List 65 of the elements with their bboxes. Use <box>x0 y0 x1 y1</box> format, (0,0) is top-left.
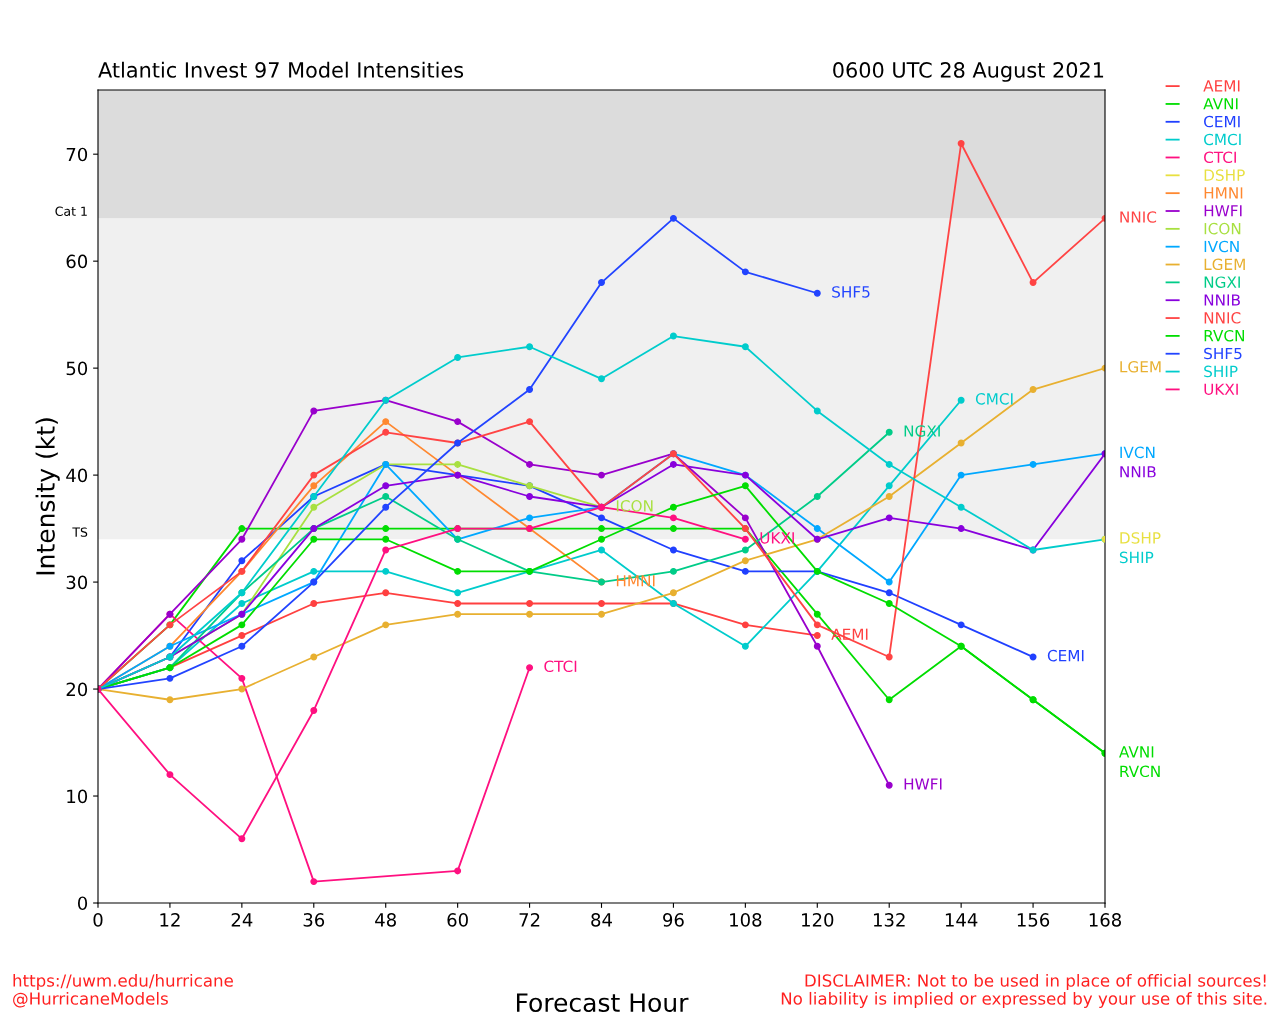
text: IVCN <box>1120 446 1155 459</box>
text: AVNI <box>1119 746 1154 758</box>
legend-label: LGEM <box>1204 258 1245 271</box>
x-axis-title: Forecast Hour <box>516 993 689 1013</box>
text: HWFI <box>904 778 942 790</box>
x-tick-label: 72 <box>519 913 540 927</box>
text: @HurricaneModels <box>13 991 168 1008</box>
text: No liability is implied or expressed by your use of this site. <box>781 991 1267 1009</box>
legend-label: ICON <box>1204 222 1241 235</box>
x-tick-label: 36 <box>303 913 325 927</box>
x-tick-label: 120 <box>802 913 834 927</box>
text: RVCN <box>1120 765 1160 778</box>
legend-label: NNIC <box>1204 312 1241 324</box>
legend-label: AEMI <box>1203 80 1240 92</box>
legend-label: CTCI <box>1204 151 1236 164</box>
y-tick-label: 40 <box>66 468 88 483</box>
legend-label: UKXI <box>1204 383 1238 395</box>
x-tick-label: 168 <box>1089 913 1121 927</box>
y-tick-label: 0 <box>77 896 88 911</box>
x-tick-label: 48 <box>375 913 396 927</box>
legend-label: CEMI <box>1204 115 1240 128</box>
x-tick-label: 144 <box>945 913 978 927</box>
x-tick-label: 108 <box>730 913 762 927</box>
text: CTCI <box>544 660 577 673</box>
x-tick-label: 12 <box>160 913 180 927</box>
legend-label: HMNI <box>1204 187 1243 199</box>
legend-label: NNIB <box>1204 294 1240 306</box>
y-tick-label: 50 <box>66 361 88 376</box>
text: NNIC <box>1120 211 1157 223</box>
band-label: Cat 1 <box>55 206 87 216</box>
legend-label: DSHP <box>1204 169 1245 181</box>
text: https://uwm.edu/hurricane <box>13 973 233 991</box>
x-tick-label: 132 <box>873 913 905 927</box>
legend-label: IVCN <box>1204 240 1239 253</box>
text: CEMI <box>1047 649 1084 662</box>
y-tick-label: 30 <box>66 575 88 590</box>
text: SHF5 <box>832 286 870 298</box>
text: NNIB <box>1120 466 1156 478</box>
text: DSHP <box>1120 532 1161 544</box>
text: CMCI <box>975 393 1013 405</box>
y-tick-label: 20 <box>66 682 88 697</box>
x-tick-label: 60 <box>447 913 468 927</box>
x-tick-label: 156 <box>1017 913 1050 927</box>
y-tick-label: 60 <box>66 254 88 269</box>
x-tick-label: 84 <box>591 913 612 927</box>
legend-label: HWFI <box>1204 205 1242 217</box>
text: SHIP <box>1119 551 1154 564</box>
text: LGEM <box>1120 361 1161 373</box>
legend-label: CMCI <box>1204 133 1241 146</box>
text: DISCLAIMER: Not to be used in place of official sources! <box>805 973 1266 991</box>
y-tick-label: 10 <box>67 789 88 804</box>
text: ICON <box>616 500 653 512</box>
chart-title: Atlantic Invest 97 Model Intensities <box>98 61 464 78</box>
y-tick-label: 70 <box>66 147 88 162</box>
x-tick-label: 0 <box>93 913 103 927</box>
band-label: TS <box>72 527 88 537</box>
x-tick-label: 24 <box>231 913 253 927</box>
legend-label: SHF5 <box>1204 347 1242 360</box>
legend-label: RVCN <box>1204 329 1244 342</box>
x-tick-label: 96 <box>663 913 684 927</box>
legend-label: SHIP <box>1204 365 1238 378</box>
legend-label: AVNI <box>1203 98 1238 110</box>
y-axis-title: Intensity (kt) <box>35 418 60 575</box>
chart-subtitle: 0600 UTC 28 August 2021 <box>833 62 1104 82</box>
legend-label: NGXI <box>1204 276 1240 288</box>
